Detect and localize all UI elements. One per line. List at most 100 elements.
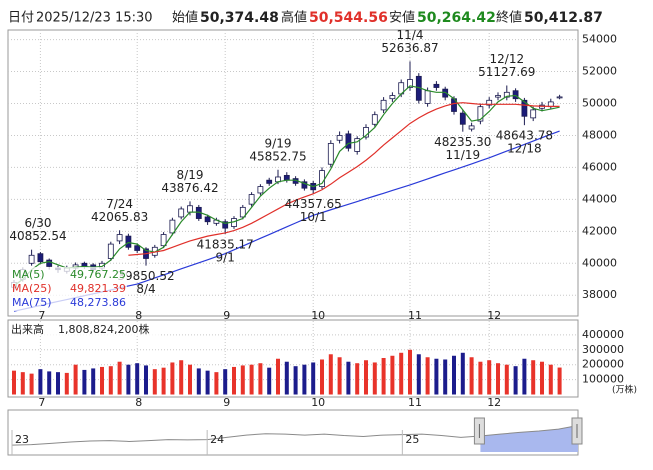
- x-tick-label: 11: [408, 309, 422, 322]
- volume-bar: [381, 357, 386, 395]
- annotation-date: 11/19: [446, 148, 481, 162]
- y-tick-label: 40000: [582, 256, 617, 269]
- candle-body: [160, 234, 167, 247]
- header-value: 50,544.56: [309, 10, 388, 26]
- plot-layer: 38000 40000 42000 44000 46000 48000 50000 52000…: [8, 28, 637, 455]
- candle-body: [459, 112, 466, 125]
- volume-bar: [161, 367, 166, 395]
- volume-bar: [557, 367, 562, 395]
- volume-bar: [434, 358, 439, 395]
- volume-bar: [487, 360, 492, 395]
- volume-bar: [531, 360, 536, 395]
- candle-body: [556, 96, 563, 99]
- y-tick-label: 44000: [582, 192, 617, 205]
- volume-bar: [513, 366, 518, 395]
- annotation-date: 9/19: [265, 136, 292, 150]
- annotation-date: 9/1: [216, 250, 235, 264]
- candle-body: [222, 221, 229, 229]
- header: 日付 2025/12/23 15:30 始値 50,374.48 高値 50,5…: [8, 10, 603, 27]
- candle-body: [486, 99, 493, 106]
- volume-title: 出来高: [11, 322, 44, 336]
- volume-bar: [232, 366, 236, 395]
- x-tick-label: 7: [38, 396, 45, 409]
- volume-bar: [73, 364, 78, 395]
- candle-body: [187, 205, 193, 213]
- y-tick-label: 50000: [582, 96, 617, 109]
- x-tick-label: 12: [487, 396, 501, 409]
- annotation-date: 10/1: [300, 210, 327, 224]
- candle-body: [134, 245, 141, 251]
- y-tick-label: 300000: [582, 343, 624, 356]
- navigator-window-area: [480, 425, 578, 452]
- legend-label: MA(25): [12, 282, 52, 295]
- x-tick-label: 11: [408, 396, 422, 409]
- y-tick-label: 42000: [582, 224, 617, 237]
- volume-bar: [452, 355, 456, 395]
- annotation-value: 52636.87: [381, 41, 438, 55]
- legend-value: 48,273.86: [70, 296, 126, 309]
- volume-bar: [425, 357, 430, 395]
- x-tick-label: 7: [38, 309, 45, 322]
- volume-bar: [284, 361, 289, 395]
- header-label: 始値: [172, 10, 198, 26]
- candle-body: [248, 194, 255, 205]
- annotation-date: 8/4: [136, 282, 155, 296]
- volume-bar: [196, 368, 201, 395]
- candle-body: [116, 234, 123, 242]
- annotation-date: 7/24: [106, 197, 133, 211]
- volume-bar: [364, 360, 368, 395]
- navigator-label: 23: [15, 433, 29, 446]
- candle-body: [424, 90, 431, 104]
- annotation-value: 48643.78: [496, 129, 553, 143]
- legend-box: [9, 267, 127, 311]
- annotation-value: 40852.54: [9, 229, 66, 243]
- navigator-label: 25: [405, 433, 419, 446]
- navigator-label: 24: [210, 433, 224, 446]
- annotation-date: 6/30: [25, 216, 52, 230]
- header-value: 50,412.87: [524, 10, 603, 26]
- candle-body: [107, 243, 114, 259]
- volume-bar: [64, 372, 69, 395]
- volume-bar: [47, 371, 52, 395]
- volume-bar: [460, 352, 465, 395]
- header-label: 高値: [281, 10, 307, 26]
- candle-body: [468, 125, 475, 130]
- ma-line: [128, 102, 560, 256]
- volume-bar: [478, 361, 483, 395]
- volume-bar: [29, 373, 34, 395]
- volume-bar: [152, 369, 157, 395]
- candle-body: [354, 138, 361, 152]
- x-tick-label: 9: [223, 396, 230, 409]
- volume-bar: [311, 362, 316, 395]
- candle-body: [389, 95, 396, 100]
- volume-bar: [108, 366, 113, 395]
- annotation-value: 51127.69: [478, 65, 535, 79]
- annotation-value: 45852.75: [249, 149, 306, 163]
- x-tick-label: 9: [223, 309, 230, 322]
- candle-body: [204, 216, 211, 223]
- candle-body: [477, 106, 484, 122]
- volume-bar: [205, 370, 210, 395]
- volume-bar: [355, 363, 360, 395]
- candle-body: [125, 235, 132, 248]
- y-tick-label: 200000: [582, 358, 624, 371]
- legend-value: 49,821.39: [70, 282, 126, 295]
- header-value: 50,374.48: [200, 10, 279, 26]
- volume-bar: [179, 360, 184, 395]
- x-tick-label: 12: [487, 309, 501, 322]
- volume-bar: [170, 362, 175, 395]
- volume-bar: [144, 365, 148, 395]
- volume-bar: [399, 352, 404, 395]
- volume-bar: [443, 359, 448, 395]
- legend-value: 49,767.25: [70, 268, 126, 281]
- volume-frame: [7, 319, 579, 398]
- annotation-value: 48235.30: [434, 135, 491, 149]
- candle-body: [266, 179, 273, 184]
- header-label: 安値: [389, 10, 415, 26]
- header-value: 2025/12/23 15:30: [36, 11, 153, 26]
- volume-bar: [91, 368, 96, 395]
- annotation-value: 43876.42: [161, 181, 218, 195]
- legend-label: MA(75): [12, 296, 52, 309]
